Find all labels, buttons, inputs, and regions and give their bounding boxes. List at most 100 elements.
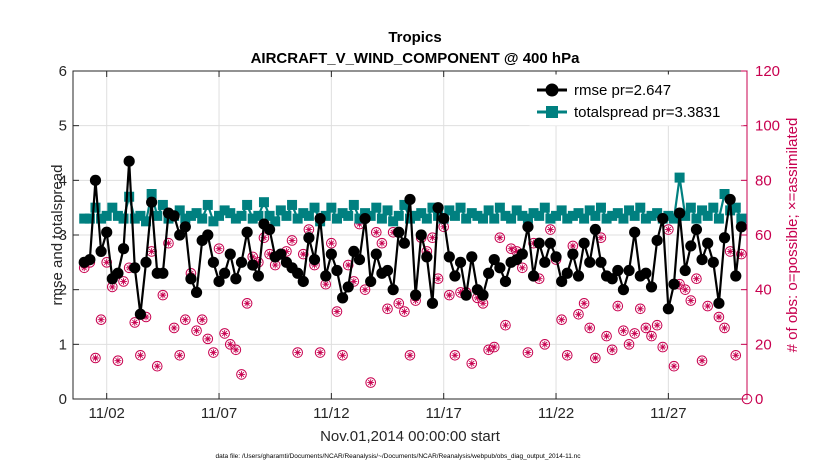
legend-box xyxy=(529,74,744,126)
obs-possible-point xyxy=(539,339,551,350)
x-tick-label: 11/07 xyxy=(201,405,237,422)
rmse-point xyxy=(640,267,652,279)
obs-assimilated-point xyxy=(125,264,133,272)
rmse-point xyxy=(157,267,169,279)
totalspread-point xyxy=(236,210,247,221)
totalspread-point xyxy=(146,189,157,199)
obs-assimilated-point xyxy=(350,278,358,285)
obs-possible-point xyxy=(224,339,236,350)
rmse-point xyxy=(718,232,731,244)
obs-possible-point xyxy=(208,347,219,358)
obs-assimilated-point xyxy=(288,237,296,244)
obs-possible-point xyxy=(713,311,725,323)
obs-possible-point xyxy=(618,325,629,336)
rmse-point xyxy=(679,264,691,277)
y2-tick-label: 0 xyxy=(755,391,763,408)
rmse-point xyxy=(702,237,714,249)
y-tick-label: 6 xyxy=(59,63,67,80)
totalspread-point xyxy=(141,216,152,227)
totalspread-point xyxy=(595,202,606,213)
obs-assimilated-point xyxy=(715,313,723,321)
totalspread-point xyxy=(208,216,219,227)
rmse-point xyxy=(89,174,102,186)
obs-possible-point xyxy=(202,333,214,345)
rmse-point xyxy=(263,223,276,236)
obs-assimilated-point xyxy=(698,357,706,365)
obs-possible-point xyxy=(623,339,635,350)
totalspread-point xyxy=(590,210,601,221)
totalspread-point xyxy=(624,205,635,216)
obs-possible-point xyxy=(191,325,202,336)
rmse-point xyxy=(713,297,725,309)
obs-assimilated-point xyxy=(193,327,200,335)
obs-assimilated-point xyxy=(608,346,616,354)
rmse-point xyxy=(438,213,450,225)
obs-possible-point xyxy=(337,349,348,361)
obs-assimilated-point xyxy=(603,332,610,340)
obs-assimilated-point xyxy=(541,340,549,348)
obs-assimilated-point xyxy=(204,335,212,343)
rmse-point xyxy=(449,270,461,282)
obs-assimilated-point xyxy=(670,362,678,370)
totalspread-point xyxy=(691,213,702,224)
totalspread-point xyxy=(646,210,657,221)
totalspread-point xyxy=(388,216,399,227)
obs-assimilated-point xyxy=(339,351,346,359)
rmse-point xyxy=(730,270,742,282)
rmse-point xyxy=(466,251,478,263)
rmse-point xyxy=(735,221,747,233)
rmse-point xyxy=(387,284,399,296)
totalspread-point xyxy=(382,205,393,216)
obs-assimilated-point xyxy=(148,248,156,255)
rmse-point xyxy=(426,297,439,309)
obs-assimilated-point xyxy=(406,351,414,359)
series-line-rmse xyxy=(83,160,743,316)
rmse-point xyxy=(84,254,96,266)
rmse-point xyxy=(415,229,427,241)
obs-possible-point xyxy=(174,349,186,361)
rmse-point xyxy=(685,240,697,252)
obs-assimilated-point xyxy=(664,226,672,233)
totalspread-point xyxy=(191,208,202,219)
obs-assimilated-point xyxy=(451,351,459,359)
obs-assimilated-point xyxy=(226,340,234,348)
obs-assimilated-point xyxy=(681,286,689,294)
obs-assimilated-point xyxy=(361,286,369,294)
obs-possible-point xyxy=(646,330,657,342)
data-file-footnote: data file: /Users/gharamti/Documents/NCA… xyxy=(216,453,582,460)
y2-tick-label: 100 xyxy=(755,118,780,135)
rmse-point xyxy=(499,275,512,288)
rmse-point xyxy=(207,256,220,268)
rmse-point xyxy=(129,262,141,274)
totalspread-point xyxy=(584,205,595,216)
obs-assimilated-point xyxy=(260,234,268,242)
totalspread-point xyxy=(674,172,685,183)
totalspread-point xyxy=(292,213,303,224)
rmse-point xyxy=(561,267,573,279)
obs-assimilated-point xyxy=(558,316,566,324)
rmse-point xyxy=(202,229,214,241)
obs-assimilated-point xyxy=(490,343,498,351)
obs-possible-point xyxy=(326,237,337,249)
totalspread-point xyxy=(79,213,90,224)
obs-possible-point xyxy=(314,347,326,358)
totalspread-point xyxy=(506,213,517,224)
legend-label-totalspread: totalspread pr=3.3831 xyxy=(574,104,720,121)
rmse-point xyxy=(606,273,618,285)
totalspread-point xyxy=(567,210,578,221)
obs-assimilated-point xyxy=(597,234,605,242)
totalspread-point xyxy=(90,202,101,213)
rmse-point xyxy=(168,210,180,222)
rmse-point xyxy=(595,256,607,268)
rmse-point xyxy=(567,248,579,260)
y2-tick-label: 40 xyxy=(755,282,772,299)
y2-tick-label: 20 xyxy=(755,336,772,353)
obs-assimilated-point xyxy=(159,291,167,299)
obs-possible-point xyxy=(730,349,742,361)
rmse-point xyxy=(247,259,259,271)
rmse-point xyxy=(314,213,326,225)
rmse-point xyxy=(174,229,186,241)
totalspread-point xyxy=(348,199,359,210)
totalspread-point xyxy=(202,199,213,210)
obs-possible-point xyxy=(685,295,697,306)
